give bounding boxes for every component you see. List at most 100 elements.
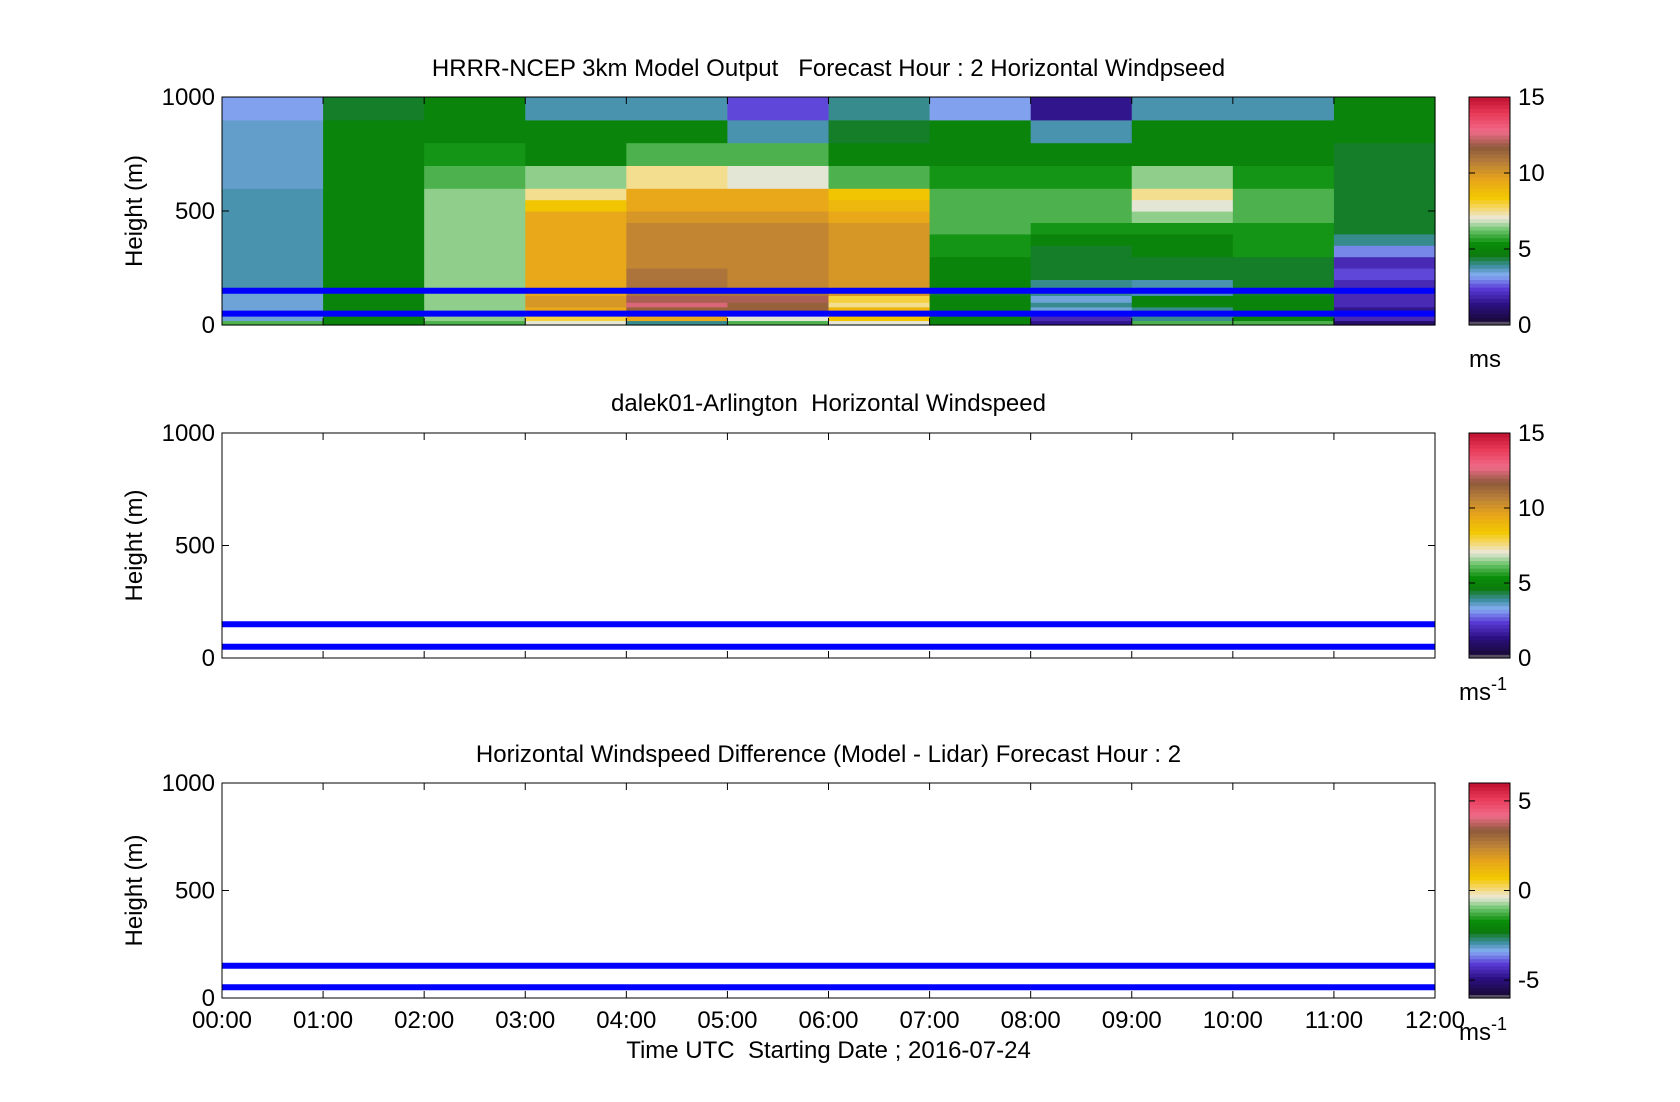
colorbar-segment [1469,879,1510,884]
heatmap-cell [1333,279,1436,290]
heatmap-cell [828,256,931,269]
heatmap-cell [323,268,425,280]
y-tick-label: 0 [202,645,215,672]
heatmap-cell [929,320,1032,326]
heatmap-cell [222,233,324,246]
heatmap-cell [929,165,1032,189]
heatmap-cell [828,268,931,280]
heatmap-cell [1232,268,1335,280]
heatmap-cell [828,320,931,326]
colorbar-segment [1469,804,1510,809]
colorbar-segment [1469,496,1510,502]
chart-panel-3: 00:00 01:00 02:00 03:00 04:00 05:00 06:00 07:00… [121,741,1539,1064]
colorbar-tick-label: 5 [1518,788,1531,815]
heatmap-cell [525,302,627,308]
heatmap-cell [929,199,1032,212]
colorbar-segment [1469,279,1510,284]
heatmap-cell [626,320,729,326]
colorbar-segment [1469,944,1510,949]
colorbar-segment [1469,138,1510,144]
heatmap-cell [323,188,425,201]
heatmap-cell [1232,199,1335,212]
heatmap-cell [1131,165,1234,189]
colorbar-segment [1469,643,1510,648]
colorbar-segment [1469,883,1510,888]
colorbar-tick-label: 15 [1518,420,1545,447]
colorbar-segment [1469,560,1510,565]
heatmap-cell [424,245,526,258]
heatmap-cell [424,165,526,189]
heatmap-cell [1232,211,1335,223]
heatmap-cell [525,279,627,290]
colorbar-segment [1469,829,1510,834]
heatmap-cell [929,233,1032,246]
heatmap-cell [525,165,627,189]
heatmap-cell [1131,306,1234,312]
colorbar-segment [1469,833,1510,838]
colorbar-segment [1469,793,1510,798]
colorbar-segment [1469,436,1510,442]
chart-panel-1: 0 500 1000 HRRR-NCEP 3km Model Output Forec… [121,55,1545,373]
x-tick-label: 00:00 [192,1007,252,1034]
colorbar-segment [1469,268,1510,273]
colorbar-segment [1469,800,1510,806]
colorbar-segment [1469,579,1510,584]
colorbar-segment [1469,990,1510,996]
heatmap-cell [323,245,425,258]
colorbar-segment [1469,233,1510,239]
heatmap-cell [1232,245,1335,258]
colorbar-segment [1469,526,1510,532]
heatmap-cell [1333,222,1436,235]
heatmap-cell [525,233,627,246]
y-axis-label: Height (m) [121,155,148,267]
colorbar-segment [1469,146,1510,151]
heatmap-cell [626,142,729,166]
colorbar-segment [1469,489,1510,494]
heatmap-cell [323,279,425,290]
heatmap-cell [626,199,729,212]
colorbar-segment [1469,811,1510,816]
colorbar-frame [1468,96,1511,326]
heatmap-cell [626,268,729,280]
colorbar-segment [1469,983,1510,988]
colorbar-segment [1469,601,1510,607]
colorbar-segment [1469,523,1510,528]
colorbar-segment [1469,478,1510,483]
heatmap-cell [525,245,627,258]
colorbar-segment [1469,545,1510,550]
heatmap-cell [828,119,931,144]
colorbar-segment [1469,947,1510,953]
colorbar-segment [1469,119,1510,125]
heatmap-cell [929,188,1032,201]
heatmap-cell [1030,320,1133,326]
colorbar-segment [1469,541,1510,547]
heatmap-cell [424,315,526,322]
heatmap-cell [525,315,627,322]
colorbar-segment [1469,135,1510,140]
heatmap-cell [424,279,526,290]
colorbar-segment [1469,962,1510,967]
heatmap-cell [525,256,627,269]
x-tick-label: 06:00 [798,1007,858,1034]
heatmap-cell [828,315,931,322]
colorbar-segment [1469,154,1510,159]
heatmap-cell [424,211,526,223]
colorbar-segment [1469,173,1510,178]
colorbar-units-superscript: -1 [1491,1014,1507,1034]
heatmap-cell [1333,165,1436,189]
colorbar-units-label: ms [1469,346,1501,373]
colorbar-segment [1469,214,1510,220]
heatmap-cell [828,199,931,212]
x-tick-label: 03:00 [495,1007,555,1034]
heatmap-cell [323,199,425,212]
colorbar-segment [1469,211,1510,216]
colorbar-segment [1469,886,1510,892]
colorbar-segment [1469,466,1510,472]
colorbar-segment [1469,549,1510,554]
colorbar-segment [1469,309,1510,315]
heatmap-cell [525,119,627,144]
heatmap-cell [323,222,425,235]
colorbar-segment [1469,628,1510,633]
colorbar-segment [1469,195,1510,201]
